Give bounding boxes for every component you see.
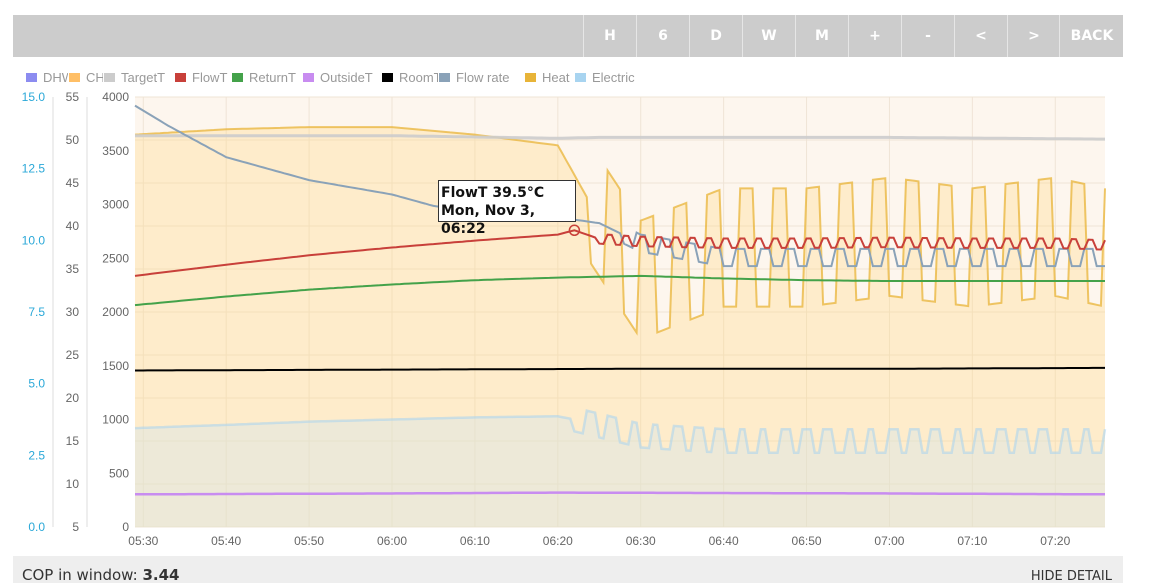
hide-detail-button[interactable]: HIDE DETAIL [1030, 569, 1112, 584]
legend-swatch [438, 72, 451, 83]
pan-right-button[interactable]: > [1007, 15, 1060, 57]
time-range-toolbar: H 6 D W M + - < > BACK [13, 15, 1123, 57]
flow-rate-tick-label: 10.0 [22, 233, 46, 247]
temperature-tick-label: 45 [66, 176, 80, 190]
x-tick-label: 06:00 [377, 534, 407, 548]
power-tick-label: 3500 [102, 144, 129, 158]
hour-view-button[interactable]: H [583, 15, 636, 57]
legend-label: CH [86, 70, 105, 85]
x-tick-label: 05:30 [128, 534, 158, 548]
legend-label: FlowT [192, 70, 228, 85]
month-view-button[interactable]: M [795, 15, 848, 57]
temperature-tick-label: 25 [66, 348, 80, 362]
power-tick-label: 4000 [102, 90, 129, 104]
legend-swatch [231, 72, 244, 83]
cop-value: 3.44 [142, 566, 180, 584]
room-temperature-series-line [135, 366, 1105, 372]
power-tick-label: 2500 [102, 251, 129, 265]
flow-temperature-series-line [134, 229, 1106, 277]
chart-footer: COP in window: 3.44 HIDE DETAIL [13, 556, 1123, 584]
temperature-tick-label: 35 [66, 262, 80, 276]
zoom-out-button[interactable]: - [901, 15, 954, 57]
six-hour-view-button[interactable]: 6 [636, 15, 689, 57]
tooltip-timestamp: Mon, Nov 3, 06:22 [441, 203, 536, 237]
legend-swatch [574, 72, 587, 83]
legend-swatch [68, 72, 81, 83]
legend-label: DHW [43, 70, 75, 85]
temperature-tick-label: 15 [66, 434, 80, 448]
x-tick-label: 06:10 [460, 534, 490, 548]
x-tick-label: 07:10 [957, 534, 987, 548]
zoom-in-button[interactable]: + [848, 15, 901, 57]
legend-swatch [25, 72, 38, 83]
x-tick-label: 06:20 [543, 534, 573, 548]
x-tick-label: 05:50 [294, 534, 324, 548]
temperature-tick-label: 20 [66, 391, 80, 405]
outside-temperature-series-line [135, 491, 1105, 496]
back-button[interactable]: BACK [1059, 15, 1124, 57]
flow-rate-tick-label: 12.5 [22, 162, 46, 176]
temperature-tick-label: 30 [66, 305, 80, 319]
legend-label: OutsideT [320, 70, 373, 85]
flow-rate-tick-label: 5.0 [28, 377, 45, 391]
pan-left-button[interactable]: < [954, 15, 1007, 57]
heat-area [135, 127, 1105, 527]
temperature-tick-label: 10 [66, 477, 80, 491]
x-tick-label: 06:30 [626, 534, 656, 548]
power-tick-label: 3000 [102, 198, 129, 212]
flow-rate-tick-label: 15.0 [22, 90, 46, 104]
legend-swatch [302, 72, 315, 83]
tooltip-marker [568, 224, 581, 237]
power-tick-label: 1500 [102, 359, 129, 373]
cop-in-window: COP in window: 3.44 [22, 566, 179, 584]
week-view-button[interactable]: W [742, 15, 795, 57]
legend-label: Heat [542, 70, 570, 85]
tooltip-series-value: FlowT 39.5°C [441, 185, 545, 201]
power-tick-label: 2000 [102, 305, 129, 319]
x-tick-label: 07:00 [874, 534, 904, 548]
day-view-button[interactable]: D [689, 15, 742, 57]
temperature-tick-label: 55 [66, 90, 80, 104]
flow-rate-tick-label: 7.5 [28, 305, 45, 319]
legend-label: Electric [592, 70, 635, 85]
legend-label: ReturnT [249, 70, 296, 85]
legend-swatch [174, 72, 187, 83]
legend-swatch [103, 72, 116, 83]
temperature-tick-label: 40 [66, 219, 80, 233]
x-tick-label: 06:40 [709, 534, 739, 548]
legend-swatch [524, 72, 537, 83]
electric-series-line [134, 409, 1107, 455]
cop-label: COP in window: [22, 566, 143, 584]
legend-label: Flow rate [456, 70, 510, 85]
legend-swatch [381, 72, 394, 83]
electric-area [135, 410, 1105, 527]
x-tick-label: 05:40 [211, 534, 241, 548]
target-temperature-series-line [135, 134, 1105, 141]
flow-rate-tick-label: 2.5 [28, 448, 45, 462]
flow-rate-series-line [134, 104, 1105, 268]
power-tick-label: 1000 [102, 413, 129, 427]
heat-series-line [134, 126, 1106, 336]
power-tick-label: 500 [109, 466, 129, 480]
temperature-tick-label: 5 [72, 520, 79, 534]
x-tick-label: 07:20 [1040, 534, 1070, 548]
return-temperature-series-line [134, 274, 1105, 307]
power-tick-label: 0 [122, 520, 129, 534]
legend-label: TargetT [121, 70, 166, 85]
x-tick-label: 06:50 [792, 534, 822, 548]
temperature-tick-label: 50 [66, 133, 80, 147]
flow-rate-tick-label: 0.0 [28, 520, 45, 534]
chart-tooltip: FlowT 39.5°C Mon, Nov 3, 06:22 [438, 180, 576, 237]
legend-label: RoomT [399, 70, 442, 85]
